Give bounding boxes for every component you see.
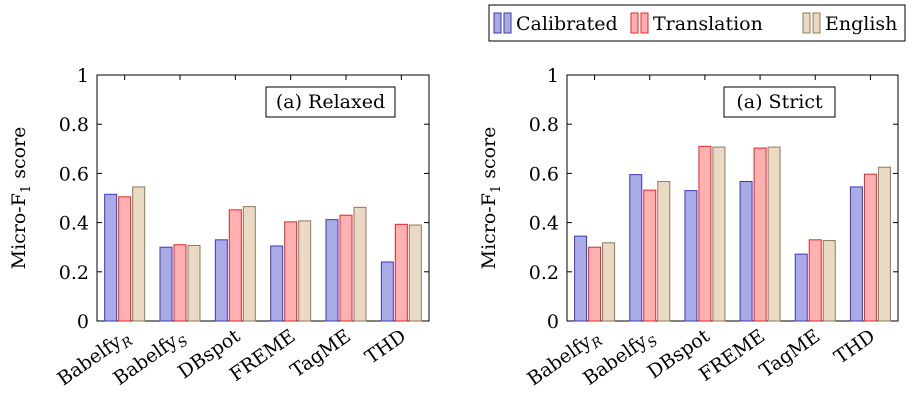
x-tick-label: TagME: [287, 325, 355, 382]
legend: Calibrated Translation English: [488, 4, 906, 42]
chart-title: (a) Relaxed: [276, 91, 385, 113]
y-tick-label: 0.2: [529, 262, 559, 284]
legend-label: Calibrated: [516, 13, 618, 35]
bar-english: [657, 181, 671, 322]
x-tick-label: TagME: [756, 325, 824, 382]
bar-translation: [643, 189, 657, 322]
bar-translation: [698, 145, 712, 322]
x-tick-label: BabelfyS: [579, 325, 661, 393]
chart-title-box: [265, 86, 396, 118]
bar-english: [353, 206, 367, 322]
y-tick-label: 0: [547, 311, 559, 333]
bar-english: [767, 146, 781, 322]
x-tick-label: BabelfyS: [110, 325, 192, 393]
y-tick-label: 0.8: [59, 114, 89, 136]
bar-translation: [394, 223, 408, 322]
y-tick-label: 0.6: [59, 163, 89, 185]
bar-translation: [284, 221, 298, 322]
bar-english: [242, 206, 256, 322]
bar-calibrated: [159, 246, 173, 322]
legend-swatch: [640, 12, 649, 34]
y-tick-label: 1: [547, 65, 559, 87]
bar-english: [187, 244, 201, 322]
legend-swatch: [493, 12, 502, 34]
legend-swatch: [503, 12, 512, 34]
y-tick-label: 0.6: [529, 163, 559, 185]
bar-translation: [228, 209, 242, 322]
x-tick-label: THD: [830, 325, 879, 369]
y-axis-label: Micro-F1 score: [8, 127, 34, 270]
chart-title-box: [723, 86, 836, 118]
bar-translation: [118, 196, 132, 322]
bar-calibrated: [629, 174, 643, 322]
y-tick-label: 0.8: [529, 114, 559, 136]
bar-english: [298, 220, 312, 322]
legend-swatch: [630, 12, 639, 34]
bar-english: [712, 146, 726, 322]
bar-calibrated: [684, 190, 698, 322]
bar-translation: [588, 246, 602, 322]
y-axis-label: Micro-F1 score: [478, 127, 504, 270]
bar-translation: [863, 173, 877, 322]
bar-english: [822, 240, 836, 322]
bar-translation: [808, 239, 822, 322]
legend-item-translation: Translation: [630, 12, 763, 35]
x-tick-label: THD: [361, 325, 410, 369]
legend-item-calibrated: Calibrated: [493, 12, 618, 35]
bar-english: [877, 166, 891, 322]
legend-swatch: [802, 12, 811, 34]
y-tick-label: 1: [77, 65, 89, 87]
bar-calibrated: [849, 186, 863, 322]
legend-box: [488, 4, 906, 42]
bar-calibrated: [380, 261, 394, 322]
bar-calibrated: [794, 253, 808, 322]
y-tick-label: 0.2: [59, 262, 89, 284]
bar-calibrated: [574, 235, 588, 322]
legend-swatch: [812, 12, 821, 34]
bar-calibrated: [270, 245, 284, 322]
bar-calibrated: [739, 181, 753, 322]
bar-calibrated: [214, 239, 228, 322]
legend-label: Translation: [653, 13, 763, 35]
bar-english: [408, 224, 422, 322]
y-tick-label: 0.4: [529, 213, 559, 235]
bar-translation: [339, 214, 353, 322]
y-tick-label: 0: [77, 311, 89, 333]
plot-frame: [566, 74, 899, 322]
bar-translation: [753, 147, 767, 322]
bar-calibrated: [104, 193, 118, 322]
plot-frame: [96, 74, 430, 322]
bar-calibrated: [325, 219, 339, 322]
y-tick-label: 0.4: [59, 213, 89, 235]
legend-item-english: English: [802, 12, 897, 35]
bar-translation: [173, 244, 187, 322]
legend-label: English: [825, 13, 897, 35]
bar-english: [602, 242, 616, 322]
chart-title: (a) Strict: [736, 91, 823, 113]
bar-english: [132, 186, 146, 322]
